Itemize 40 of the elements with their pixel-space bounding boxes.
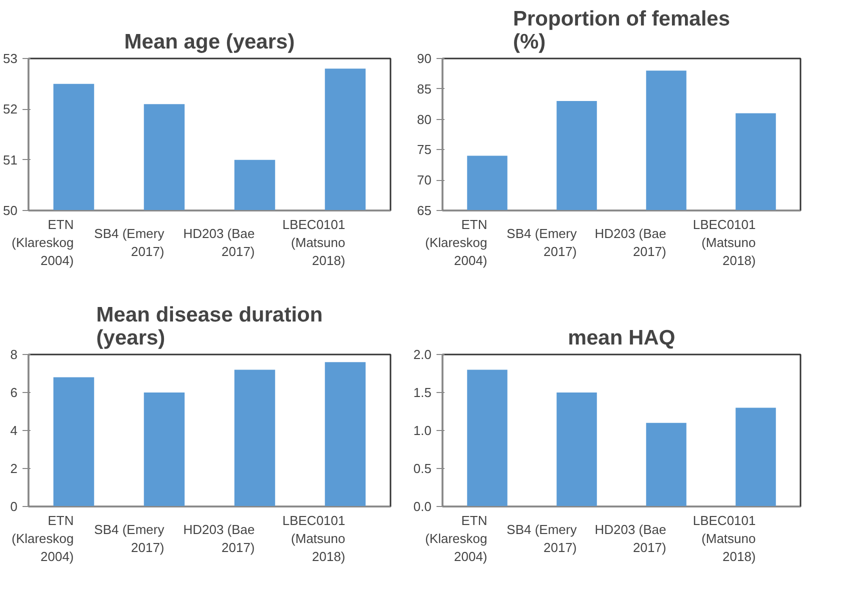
y-tick-label: 0.0 <box>413 499 432 514</box>
x-tick-label: ETN (Klareskog 2004) <box>12 217 74 268</box>
y-tick-label: 2 <box>10 461 18 476</box>
x-tick-label: SB4 (Emery 2017) <box>506 522 578 555</box>
chart-title: Proportion of females (%) <box>512 8 730 54</box>
y-tick-label: 0.5 <box>413 461 432 476</box>
y-tick-label: 2.0 <box>413 347 432 362</box>
x-tick-label: HD203 (Bae 2017) <box>183 522 255 555</box>
x-tick-label: HD203 (Bae 2017) <box>594 226 666 259</box>
x-tick-label: LBEC0101 (Matsuno 2018) <box>282 513 346 564</box>
y-tick-label: 53 <box>3 51 18 66</box>
y-tick-label: 50 <box>3 203 18 218</box>
chart-title: Mean age (years) <box>124 30 295 54</box>
y-tick-label: 90 <box>417 51 432 66</box>
chart-title: Mean disease duration (years) <box>96 304 323 350</box>
y-tick-label: 70 <box>417 172 432 188</box>
x-tick-label: ETN (Klareskog 2004) <box>425 513 488 564</box>
y-tick-label: 51 <box>3 152 18 168</box>
x-tick-label: LBEC0101 (Matsuno 2018) <box>282 217 346 268</box>
x-tick-label: SB4 (Emery 2017) <box>506 226 578 259</box>
chart-title: mean HAQ <box>568 326 676 350</box>
y-tick-label: 65 <box>417 203 432 218</box>
y-tick-label: 52 <box>3 102 18 117</box>
y-tick-label: 1.0 <box>413 423 432 438</box>
y-tick-label: 85 <box>417 81 432 96</box>
x-tick-label: ETN (Klareskog 2004) <box>425 217 488 268</box>
x-tick-label: HD203 (Bae 2017) <box>594 522 666 555</box>
x-tick-label: SB4 (Emery 2017) <box>94 226 165 259</box>
x-tick-label: HD203 (Bae 2017) <box>183 226 255 259</box>
x-tick-label: ETN (Klareskog 2004) <box>12 513 74 564</box>
x-tick-label: LBEC0101 (Matsuno 2018) <box>692 513 756 564</box>
y-tick-label: 6 <box>10 385 18 400</box>
y-tick-label: 80 <box>417 112 432 127</box>
x-tick-label: LBEC0101 (Matsuno 2018) <box>692 217 756 268</box>
y-tick-label: 4 <box>10 423 18 438</box>
y-tick-label: 8 <box>10 347 18 362</box>
y-tick-label: 0 <box>10 499 18 514</box>
y-tick-label: 75 <box>417 142 432 158</box>
y-tick-label: 1.5 <box>413 385 432 400</box>
x-tick-label: SB4 (Emery 2017) <box>94 522 165 555</box>
